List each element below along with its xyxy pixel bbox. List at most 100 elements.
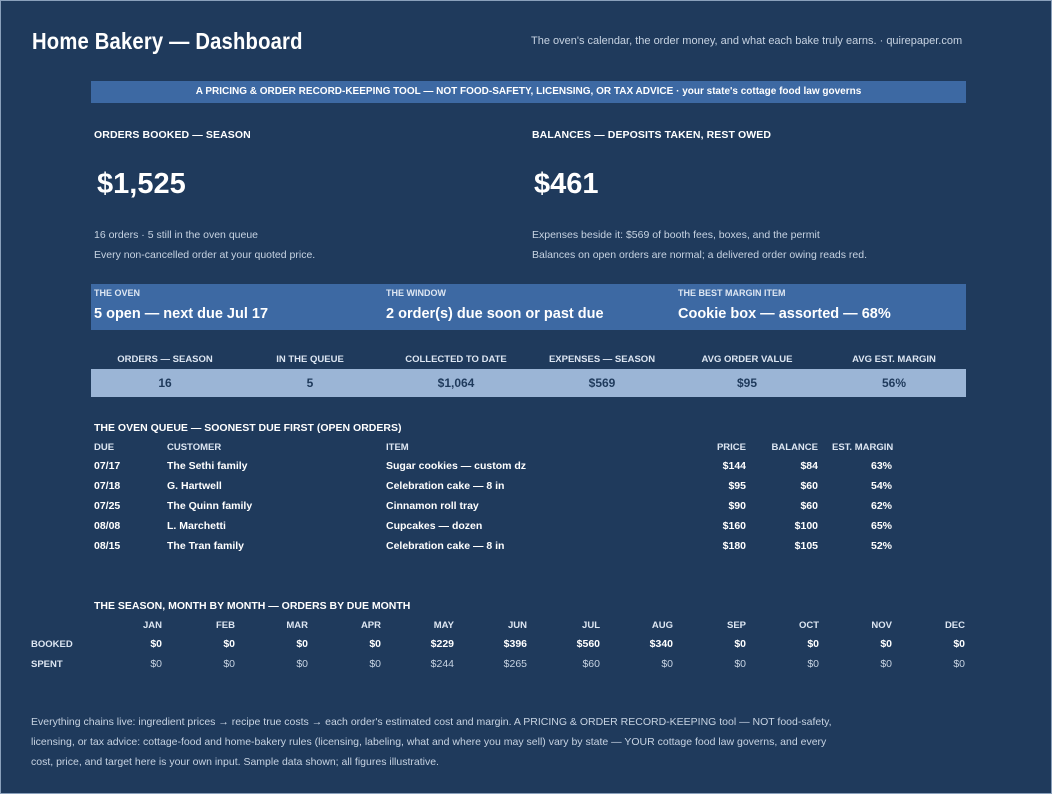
queue-row-due: 07/25 (94, 500, 121, 512)
status-best-margin-value: Cookie box — assorted — 68% (678, 306, 891, 322)
balances-value: $461 (534, 168, 599, 200)
season-spent-value: $60 (582, 658, 600, 670)
season-booked-value: $229 (430, 638, 454, 650)
queue-row-item: Celebration cake — 8 in (386, 540, 505, 552)
season-month-header: MAY (433, 620, 454, 631)
season-booked-value: $0 (150, 638, 162, 650)
queue-row-customer: The Sethi family (167, 460, 248, 472)
queue-row-price: $180 (722, 540, 746, 552)
season-spent-value: $244 (430, 658, 454, 670)
season-booked-value: $0 (880, 638, 892, 650)
queue-row-margin: 52% (870, 540, 892, 552)
queue-row-price: $95 (728, 480, 746, 492)
queue-title: THE OVEN QUEUE — SOONEST DUE FIRST (OPEN… (94, 422, 402, 434)
season-month-header: SEP (726, 620, 746, 631)
season-spent-value: $0 (223, 658, 235, 670)
season-spent-value: $0 (661, 658, 673, 670)
balances-label: BALANCES — DEPOSITS TAKEN, REST OWED (532, 129, 772, 141)
kpi-bar (91, 369, 966, 397)
queue-header-margin: EST. MARGIN (832, 442, 894, 453)
orders-booked-note-2: Every non-cancelled order at your quoted… (94, 249, 316, 261)
page-tagline: The oven's calendar, the order money, an… (531, 35, 963, 47)
status-oven-label: THE OVEN (94, 288, 141, 298)
season-booked-value: $0 (223, 638, 235, 650)
season-month-header: AUG (651, 620, 673, 631)
season-month-header: FEB (216, 620, 235, 631)
season-month-header: DEC (944, 620, 965, 631)
kpi-avg-order-value: $95 (736, 376, 758, 390)
queue-row-customer: L. Marchetti (167, 520, 226, 532)
season-month-header: JAN (142, 620, 162, 631)
queue-row-margin: 63% (870, 460, 892, 472)
season-spent-value: $0 (807, 658, 819, 670)
kpi-queue-label: IN THE QUEUE (276, 354, 344, 365)
season-spent-value: $0 (734, 658, 746, 670)
queue-row-balance: $100 (794, 520, 818, 532)
queue-row-margin: 62% (870, 500, 892, 512)
queue-row-balance: $84 (800, 460, 818, 472)
queue-row-due: 07/17 (94, 460, 121, 472)
balances-note-2: Balances on open orders are normal; a de… (532, 249, 868, 261)
queue-header-due: DUE (94, 442, 115, 453)
season-spent-value: $0 (953, 658, 965, 670)
season-spent-value: $265 (503, 658, 527, 670)
kpi-expenses-value: $569 (588, 376, 616, 390)
queue-row-item: Cinnamon roll tray (386, 500, 479, 512)
kpi-collected-value: $1,064 (437, 376, 475, 390)
kpi-collected-label: COLLECTED TO DATE (405, 354, 507, 365)
orders-booked-note-1: 16 orders · 5 still in the oven queue (94, 229, 259, 241)
season-booked-value: $560 (576, 638, 600, 650)
kpi-avg-order-label: AVG ORDER VALUE (701, 354, 793, 365)
status-best-margin-label: THE BEST MARGIN ITEM (678, 288, 786, 298)
queue-row-customer: The Quinn family (167, 500, 253, 512)
queue-row-item: Cupcakes — dozen (386, 520, 483, 532)
season-month-header: JUL (582, 620, 600, 631)
queue-row-due: 08/08 (94, 520, 121, 532)
orders-booked-label: ORDERS BOOKED — SEASON (94, 129, 251, 141)
kpi-orders-label: ORDERS — SEASON (117, 354, 213, 365)
season-spent-value: $0 (150, 658, 162, 670)
season-spent-label: SPENT (31, 659, 63, 670)
balances-note-1: Expenses beside it: $569 of booth fees, … (532, 229, 820, 241)
queue-row-margin: 65% (870, 520, 892, 532)
queue-row-item: Celebration cake — 8 in (386, 480, 505, 492)
queue-row-price: $144 (722, 460, 746, 472)
queue-row-due: 07/18 (94, 480, 121, 492)
season-month-header: NOV (871, 620, 892, 631)
queue-row-customer: The Tran family (167, 540, 245, 552)
season-month-header: OCT (798, 620, 819, 631)
kpi-queue-value: 5 (306, 376, 314, 390)
kpi-expenses-label: EXPENSES — SEASON (548, 354, 656, 365)
queue-header-item: ITEM (386, 442, 409, 453)
season-booked-value: $0 (734, 638, 746, 650)
kpi-avg-margin-value: 56% (881, 376, 907, 390)
queue-row-price: $160 (722, 520, 746, 532)
status-window-value: 2 order(s) due soon or past due (386, 306, 604, 322)
season-booked-value: $0 (807, 638, 819, 650)
queue-header-balance: BALANCE (771, 442, 818, 453)
queue-row-due: 08/15 (94, 540, 121, 552)
kpi-orders-value: 16 (158, 376, 172, 390)
season-booked-value: $0 (953, 638, 965, 650)
season-booked-value: $0 (296, 638, 308, 650)
queue-row-balance: $105 (794, 540, 818, 552)
page-title: Home Bakery — Dashboard (32, 28, 303, 54)
queue-row-balance: $60 (800, 500, 818, 512)
queue-header-customer: CUSTOMER (167, 442, 222, 453)
queue-row-customer: G. Hartwell (167, 480, 222, 492)
season-month-header: APR (360, 620, 381, 631)
status-oven-value: 5 open — next due Jul 17 (94, 306, 269, 322)
season-spent-value: $0 (880, 658, 892, 670)
kpi-avg-margin-label: AVG EST. MARGIN (852, 354, 936, 365)
orders-booked-value: $1,525 (97, 168, 186, 200)
season-month-header: JUN (507, 620, 527, 631)
disclaimer-banner: A PRICING & ORDER RECORD-KEEPING TOOL — … (91, 81, 966, 103)
queue-row-price: $90 (728, 500, 746, 512)
status-strip: THE OVEN 5 open — next due Jul 17 THE WI… (91, 284, 966, 330)
season-booked-value: $396 (503, 638, 527, 650)
status-window-label: THE WINDOW (386, 288, 446, 298)
season-booked-label: BOOKED (31, 639, 73, 650)
queue-row-margin: 54% (870, 480, 892, 492)
queue-header-price: PRICE (716, 442, 746, 453)
